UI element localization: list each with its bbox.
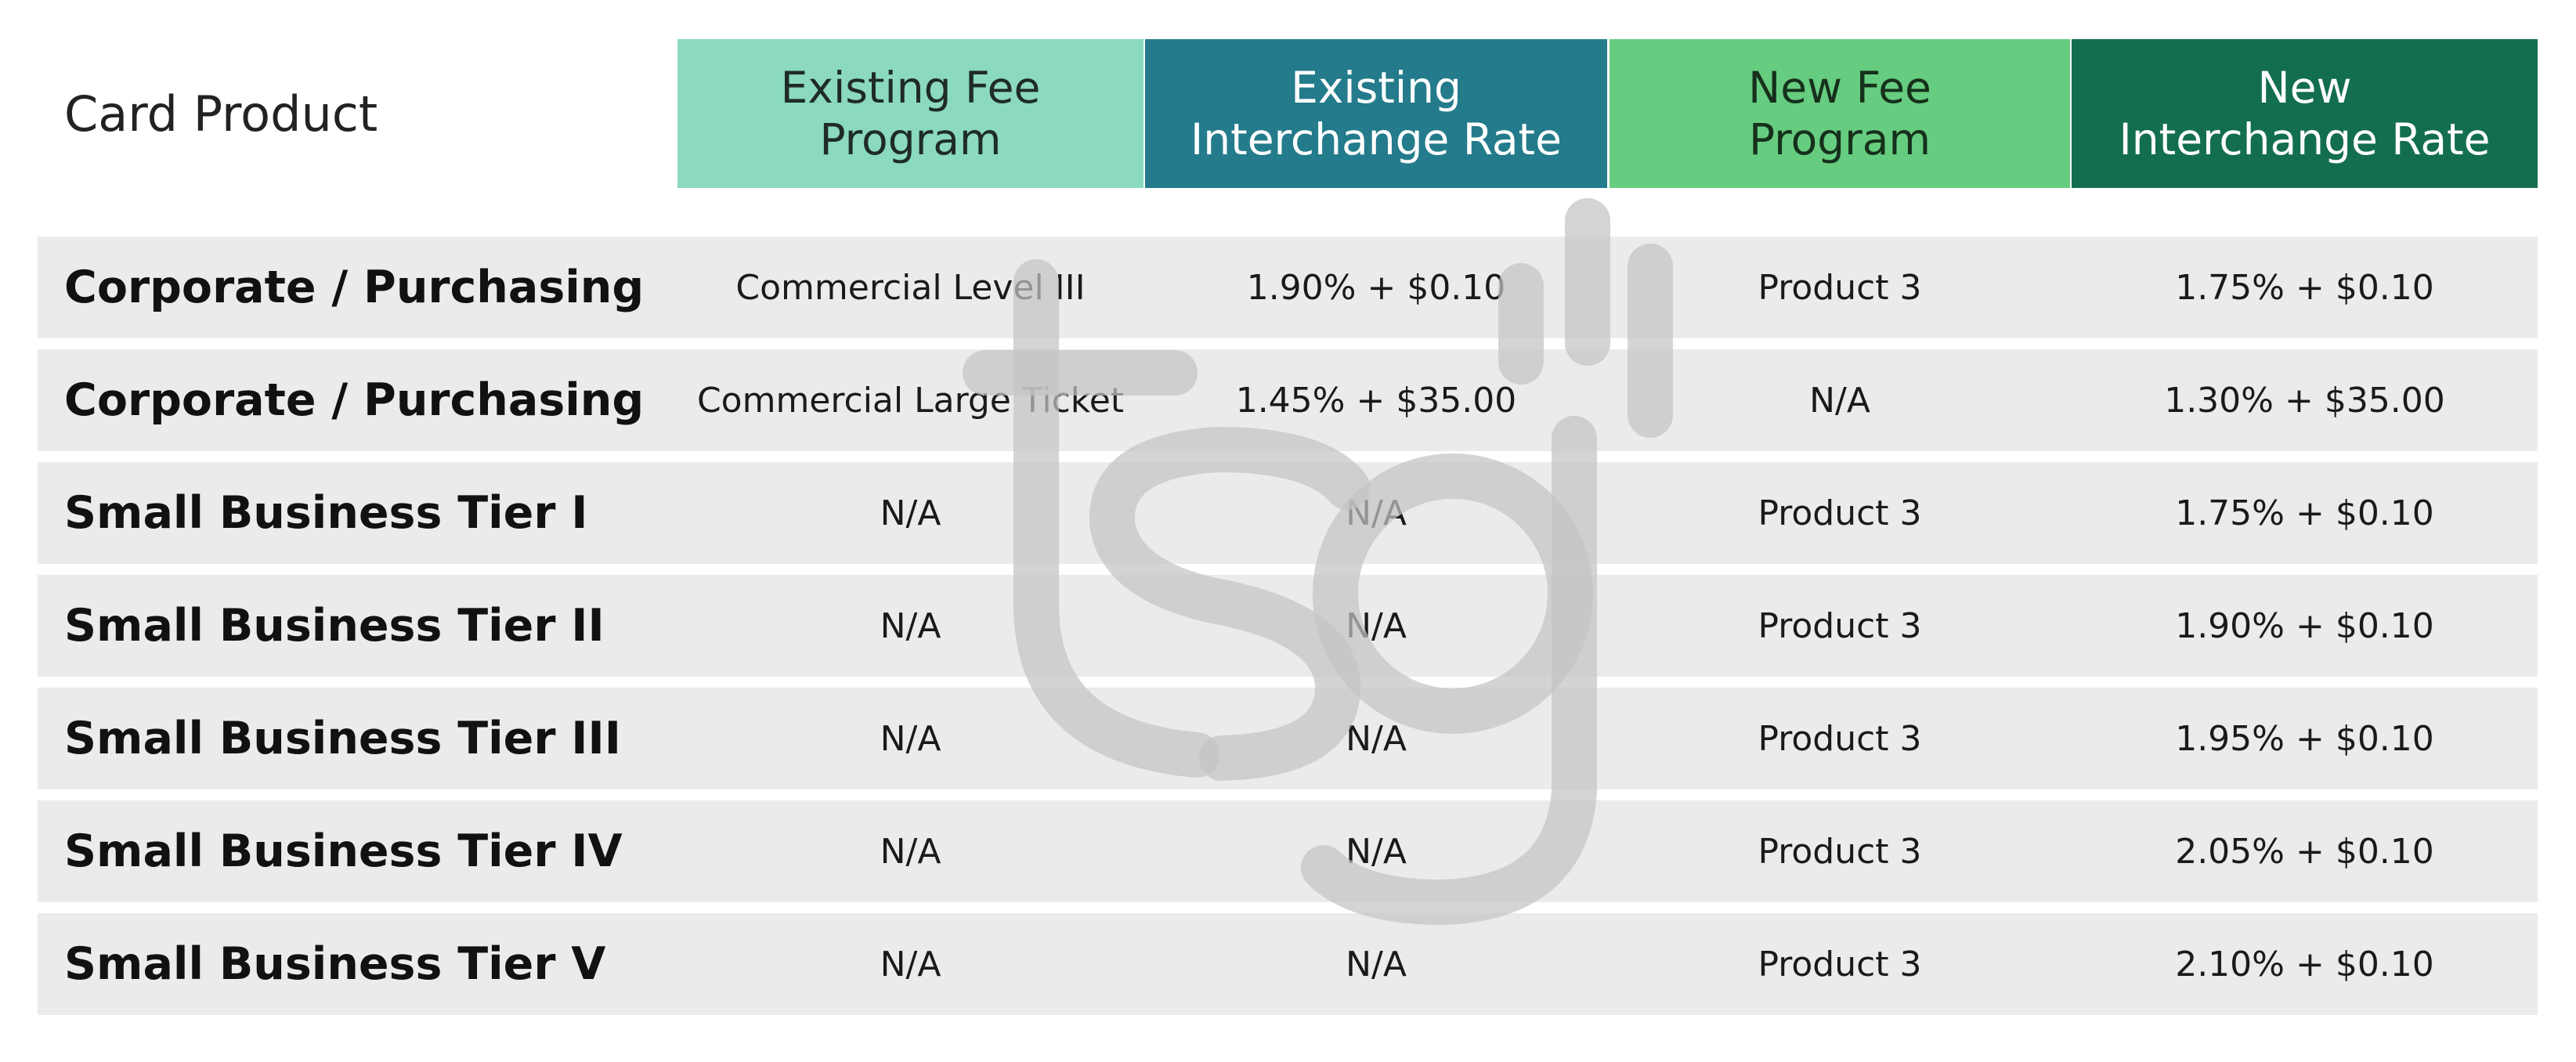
table-cell: N/A [880,831,941,872]
row-label: Small Business Tier II [64,600,605,652]
table-cell: Product 3 [1758,831,1922,872]
table-cell: N/A [1346,605,1407,646]
row-label: Small Business Tier III [64,713,621,764]
table-cell: Product 3 [1758,493,1922,533]
table-row [38,800,2538,902]
column-header-1-line-2: Program [819,114,1002,164]
column-header-4: New Interchange Rate [2072,39,2538,188]
table-cell: 1.30% + $35.00 [2164,380,2445,421]
table-row [38,913,2538,1015]
table-cell: N/A [880,718,941,759]
row-label: Small Business Tier IV [64,825,623,877]
table-cell: N/A [880,493,941,533]
table-cell: 1.90% + $0.10 [1246,267,1506,308]
table-cell: N/A [1809,380,1870,421]
column-header-3-line-1: New Fee [1748,63,1931,113]
table-cell: 1.90% + $0.10 [2175,605,2434,646]
column-header-1: Existing Fee Program [677,39,1143,188]
row-label: Small Business Tier I [64,487,588,539]
column-header-1-line-1: Existing Fee [780,63,1041,113]
table-cell: Product 3 [1758,718,1922,759]
table-cell: 1.75% + $0.10 [2175,493,2434,533]
column-header-3-line-2: Program [1748,114,1931,164]
row-label: Corporate / Purchasing [64,374,645,426]
row-label: Corporate / Purchasing [64,262,645,313]
table-cell: 1.95% + $0.10 [2175,718,2434,759]
table-row [38,237,2538,338]
table-cell: 1.75% + $0.10 [2175,267,2434,308]
table-cell: N/A [1346,718,1407,759]
table-cell: N/A [1346,831,1407,872]
table-cell: Commercial Large Ticket [696,380,1125,421]
column-header-3: New Fee Program [1610,39,2070,188]
column-header-2-line-2: Interchange Rate [1190,114,1562,164]
table-cell: N/A [880,944,941,984]
column-header-4-line-1: New [2257,63,2352,113]
table-cell: 1.45% + $35.00 [1235,380,1517,421]
table-cell: 2.10% + $0.10 [2175,944,2434,984]
table-cell: 2.05% + $0.10 [2175,831,2434,872]
table-cell: N/A [1346,944,1407,984]
table-cell: N/A [1346,493,1407,533]
table-cell: Commercial Level III [735,267,1086,308]
column-header-2-line-1: Existing [1291,63,1461,113]
row-header-label: Card Product [64,85,378,143]
column-header-4-line-2: Interchange Rate [2119,114,2491,164]
column-header-2: Existing Interchange Rate [1145,39,1607,188]
table-cell: Product 3 [1758,605,1922,646]
table-cell: Product 3 [1758,944,1922,984]
table-cell: Product 3 [1758,267,1922,308]
table-cell: N/A [880,605,941,646]
row-label: Small Business Tier V [64,938,606,990]
